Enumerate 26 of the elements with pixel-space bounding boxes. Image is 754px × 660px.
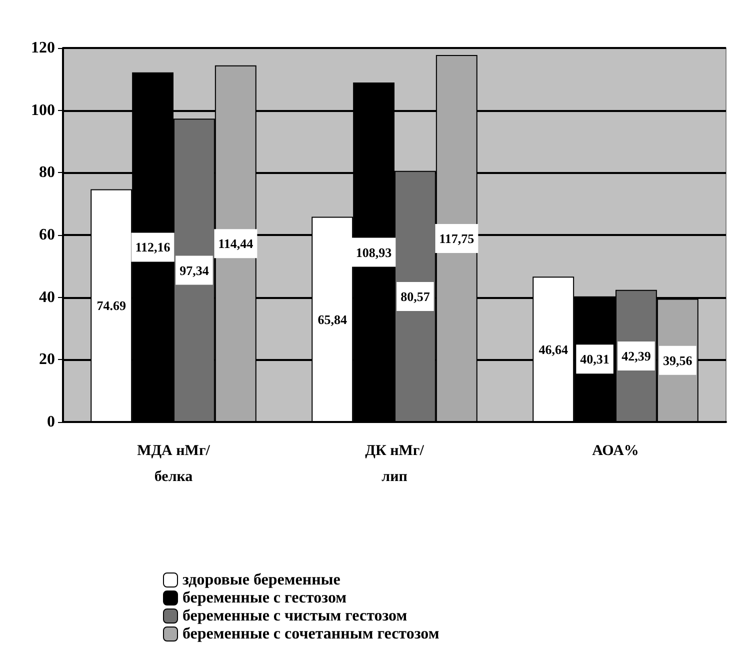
legend-label: беременные с чистым гестозом bbox=[182, 608, 408, 624]
x-tick-label: ДК нМг/лип bbox=[365, 443, 425, 485]
y-tick-label: 40 bbox=[39, 288, 55, 306]
data-label: 112,16 bbox=[135, 240, 171, 255]
data-label: 117,75 bbox=[439, 231, 475, 246]
y-tick-label: 100 bbox=[31, 102, 55, 119]
legend-label: беременные с гестозом bbox=[182, 590, 347, 606]
data-label: 39,56 bbox=[663, 352, 693, 368]
data-label: 97,34 bbox=[180, 262, 210, 278]
data-label: 65,84 bbox=[318, 312, 348, 327]
data-label: 46,64 bbox=[538, 342, 568, 357]
data-label: 42,39 bbox=[622, 348, 652, 364]
data-label: 114,44 bbox=[218, 236, 254, 252]
legend-label: беременные с сочетанным гестозом bbox=[182, 626, 440, 642]
y-tick-label: 80 bbox=[39, 164, 55, 182]
data-label: 80,57 bbox=[400, 288, 430, 304]
y-tick-label: 120 bbox=[31, 40, 55, 56]
x-tick-label: АОА% bbox=[592, 443, 639, 459]
data-label: 74.69 bbox=[96, 298, 126, 314]
x-tick-label: МДА нМг/белка bbox=[137, 443, 211, 485]
y-tick-label: 0 bbox=[47, 414, 55, 430]
data-label: 40,31 bbox=[580, 352, 610, 367]
data-label: 108,93 bbox=[356, 244, 392, 260]
y-tick-label: 60 bbox=[39, 226, 55, 244]
legend-label: здоровые беременные bbox=[182, 572, 340, 588]
y-tick-label: 20 bbox=[39, 351, 55, 368]
